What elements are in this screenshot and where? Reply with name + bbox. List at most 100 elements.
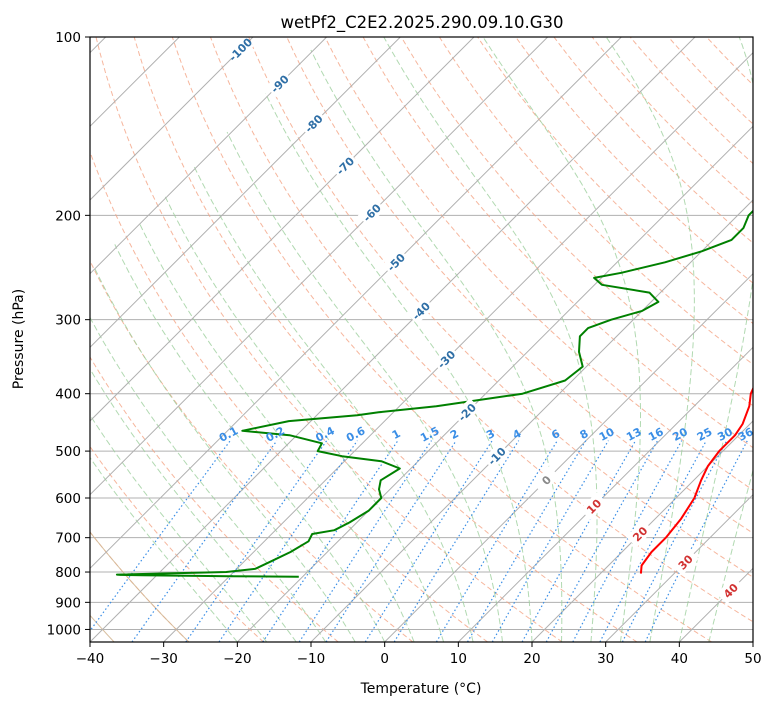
isotherm-label-bg <box>716 576 745 605</box>
x-tick-label: −10 <box>297 651 326 667</box>
x-tick-label: 30 <box>597 651 614 667</box>
dry-adiabat <box>248 37 753 578</box>
mixing-ratio-line <box>599 440 707 642</box>
dry-adiabat <box>133 37 638 642</box>
y-axis-ticks: 100 200 300 400 500 600 700 800 900 1000 <box>47 30 90 638</box>
moist-adiabat <box>164 196 445 642</box>
x-tick-label: 10 <box>450 651 467 667</box>
y-tick-label: 300 <box>55 313 81 329</box>
dry-adiabat <box>90 531 190 642</box>
moist-adiabat <box>90 316 327 642</box>
mixing-ratio-line <box>621 440 728 642</box>
mixing-ratio-line <box>521 440 637 642</box>
mixing-ratio-line <box>644 440 748 642</box>
dry-adiabat <box>286 37 753 534</box>
dry-adiabat <box>438 37 753 365</box>
y-tick-label: 200 <box>55 208 81 224</box>
isotherm <box>90 37 401 349</box>
mixing-ratio-line <box>298 440 432 642</box>
isotherm-label-bg <box>625 519 654 548</box>
dry-adiabat <box>171 37 712 642</box>
mixing-ratio-lines <box>90 440 748 642</box>
x-tick-label: 0 <box>380 651 389 667</box>
isotherm <box>90 37 696 642</box>
plot-frame <box>89 36 754 643</box>
isotherm <box>384 272 753 642</box>
y-tick-label: 100 <box>55 30 81 46</box>
y-tick-label: 500 <box>55 444 81 460</box>
isotherm-label-bg <box>299 109 328 138</box>
isotherm <box>90 37 475 422</box>
temperature-line <box>639 386 753 574</box>
dry-adiabat <box>553 37 753 244</box>
isotherm-label-bg <box>432 345 460 373</box>
mixing-ratio-line <box>185 440 328 642</box>
sounding-series <box>115 209 753 578</box>
isotherm <box>90 37 549 496</box>
dry-adiabat <box>477 37 753 325</box>
isotherm <box>605 493 753 642</box>
moist-adiabat <box>226 131 503 642</box>
plot-area: 0.1 0.2 0.4 0.6 1 1.5 2 3 4 6 8 10 13 16 20 25 30 36-100-… <box>90 37 756 642</box>
mixing-ratio-label: 20 <box>670 425 690 444</box>
isotherm-label-bg <box>331 151 359 180</box>
isotherm <box>90 37 622 570</box>
mixing-ratio-label: 30 <box>715 425 735 444</box>
x-tick-label: 40 <box>671 651 688 667</box>
dry-adiabat <box>400 37 753 407</box>
x-tick-label: 20 <box>523 651 540 667</box>
isotherm <box>236 125 753 642</box>
isotherm <box>310 199 753 642</box>
x-tick-label: −40 <box>76 651 105 667</box>
moist-adiabat <box>90 367 297 642</box>
moist-adiabat <box>193 166 474 642</box>
skewed-isotherms <box>90 37 753 642</box>
y-axis-label: Pressure (hPa) <box>11 289 27 389</box>
isotherm-label-bg <box>406 296 435 325</box>
moist-adiabat <box>90 414 268 642</box>
isotherm <box>457 346 753 642</box>
moist-adiabat <box>708 468 753 642</box>
dewpoint-line <box>115 209 753 578</box>
isotherm-label-bg <box>671 548 699 576</box>
isotherm-label-bg <box>265 69 294 98</box>
x-tick-label: 50 <box>744 651 761 667</box>
mixing-ratio-label: 25 <box>695 425 715 444</box>
dry-adiabat <box>90 259 414 642</box>
x-axis-label: Temperature (°C) <box>360 681 482 697</box>
isotherm-label-bg <box>579 492 608 520</box>
x-tick-label: −20 <box>223 651 252 667</box>
y-tick-label: 600 <box>55 491 81 507</box>
x-tick-label: −30 <box>149 651 178 667</box>
y-tick-label: 1000 <box>47 622 81 638</box>
mixing-ratio-label: 16 <box>646 425 666 444</box>
y-tick-label: 700 <box>55 531 81 547</box>
moist-adiabat <box>90 456 238 642</box>
mixing-ratio-line <box>90 440 231 632</box>
mixing-ratio-label: 36 <box>736 425 756 444</box>
y-tick-label: 900 <box>55 595 81 611</box>
isotherm-label-bg <box>482 442 511 470</box>
chart-title: wetPf2_C2E2.2025.290.09.10.G30 <box>280 13 563 33</box>
mixing-ratio-line <box>466 440 587 642</box>
y-tick-label: 800 <box>55 565 81 581</box>
moist-adiabat <box>678 37 753 642</box>
mixing-ratio-label: 13 <box>624 425 644 444</box>
mixing-ratio-label: 10 <box>597 425 617 444</box>
y-tick-label: 400 <box>55 387 81 403</box>
isotherm <box>90 37 328 275</box>
isotherm-label-bg <box>226 37 254 63</box>
mixing-ratio-line <box>435 440 558 642</box>
isotherm-label-bg <box>532 466 560 494</box>
dry-adiabat <box>324 37 753 491</box>
isotherm <box>90 37 254 201</box>
isotherm <box>163 51 753 642</box>
dry-adiabat <box>90 150 488 642</box>
dry-adiabat <box>591 37 753 204</box>
isotherm-label-bg <box>357 198 386 227</box>
x-axis-ticks: −40 −30 −20 −10 0 10 20 30 40 50 <box>76 642 762 667</box>
moist-adiabat <box>310 49 563 642</box>
mixing-ratio-line <box>131 440 278 642</box>
